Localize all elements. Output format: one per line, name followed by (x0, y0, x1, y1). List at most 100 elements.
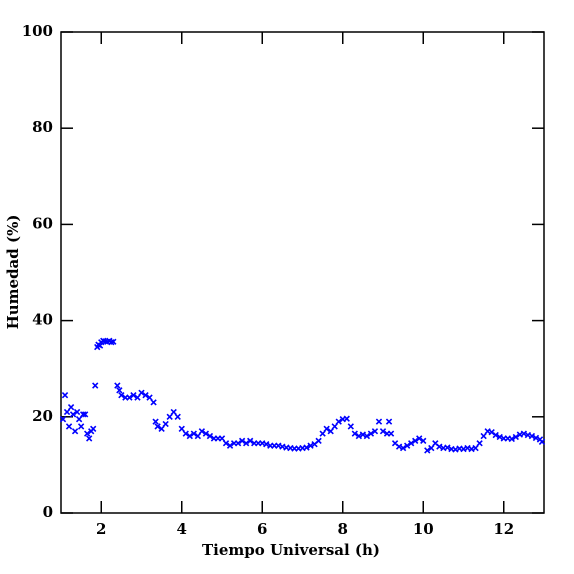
x-tick-label: 2 (96, 520, 106, 538)
data-point (186, 432, 193, 440)
x-tick-label: 12 (493, 520, 514, 538)
data-point (222, 440, 230, 447)
data-point (142, 391, 149, 399)
data-point (387, 430, 395, 437)
data-point (408, 440, 415, 447)
data-point (367, 430, 375, 437)
data-point (158, 425, 165, 432)
data-point (416, 435, 423, 442)
data-point (152, 418, 159, 425)
data-point (114, 382, 121, 389)
data-point (154, 423, 161, 430)
data-point (343, 415, 350, 422)
data-point (480, 432, 487, 440)
data-point (323, 425, 330, 432)
data-point (476, 440, 483, 447)
data-point (71, 428, 79, 435)
data-point (146, 394, 153, 401)
x-tick-label: 4 (177, 520, 187, 538)
data-point (331, 423, 338, 430)
x-axis-label: Tiempo Universal (h) (202, 541, 380, 559)
data-point (77, 423, 85, 430)
data-point (247, 437, 254, 445)
data-point (170, 408, 177, 416)
data-point (444, 444, 451, 451)
data-point (178, 425, 185, 432)
data-point (226, 442, 234, 449)
data-point (315, 437, 322, 445)
data-point (130, 391, 137, 399)
data-point (134, 394, 141, 401)
y-tick-label: 60 (32, 214, 53, 232)
data-point (420, 437, 427, 445)
data-point (520, 430, 528, 437)
data-point (371, 428, 379, 435)
data-point (538, 438, 546, 445)
data-point (399, 444, 407, 452)
y-tick-label: 40 (32, 311, 53, 329)
data-point (59, 416, 67, 423)
data-point (496, 433, 503, 441)
data-point (412, 437, 419, 445)
data-point (182, 430, 189, 437)
data-point (83, 430, 91, 437)
data-point (528, 432, 536, 440)
data-point (492, 431, 499, 439)
data-point (355, 432, 363, 440)
data-point (75, 416, 83, 423)
data-point (327, 428, 334, 435)
data-point (218, 435, 226, 442)
data-point (63, 408, 71, 416)
plot-frame (60, 31, 545, 514)
data-point (532, 434, 540, 442)
data-point (347, 423, 354, 430)
data-point (116, 387, 123, 394)
data-point (79, 411, 87, 418)
data-point (351, 430, 358, 437)
data-point (379, 428, 387, 435)
data-point (359, 431, 367, 438)
y-tick-label: 100 (22, 22, 53, 40)
data-point (428, 444, 435, 452)
x-tick-label: 10 (413, 520, 434, 538)
data-point (126, 394, 133, 401)
data-point (90, 425, 97, 432)
data-point (198, 428, 206, 435)
y-tick-label: 80 (32, 118, 53, 136)
data-point (150, 399, 157, 406)
data-point (335, 418, 342, 425)
data-point (206, 432, 214, 440)
data-point (67, 404, 75, 411)
data-point (238, 437, 246, 445)
data-point (319, 430, 326, 437)
data-point (375, 418, 383, 425)
data-point (110, 338, 117, 345)
data-point (488, 429, 495, 436)
data-point (234, 440, 242, 447)
data-point (174, 413, 181, 420)
data-point (263, 441, 270, 448)
data-point (363, 432, 371, 440)
data-point (194, 432, 202, 440)
data-point (202, 430, 210, 437)
data-point (395, 443, 403, 450)
data-point (385, 418, 393, 425)
y-tick-label: 20 (32, 407, 53, 425)
data-point (242, 440, 250, 447)
data-point (436, 443, 443, 450)
data-point (118, 391, 125, 399)
data-point (403, 442, 411, 449)
data-point (190, 430, 197, 437)
y-axis-label: Humedad (%) (4, 215, 22, 330)
data-point (303, 444, 310, 451)
data-point (81, 411, 89, 418)
data-point (472, 444, 479, 452)
data-point (69, 411, 77, 418)
x-tick-label: 8 (338, 520, 348, 538)
data-point (307, 442, 314, 449)
data-point (424, 447, 431, 454)
data-point (65, 423, 73, 430)
x-tick-label: 6 (257, 520, 267, 538)
data-point (61, 391, 69, 399)
